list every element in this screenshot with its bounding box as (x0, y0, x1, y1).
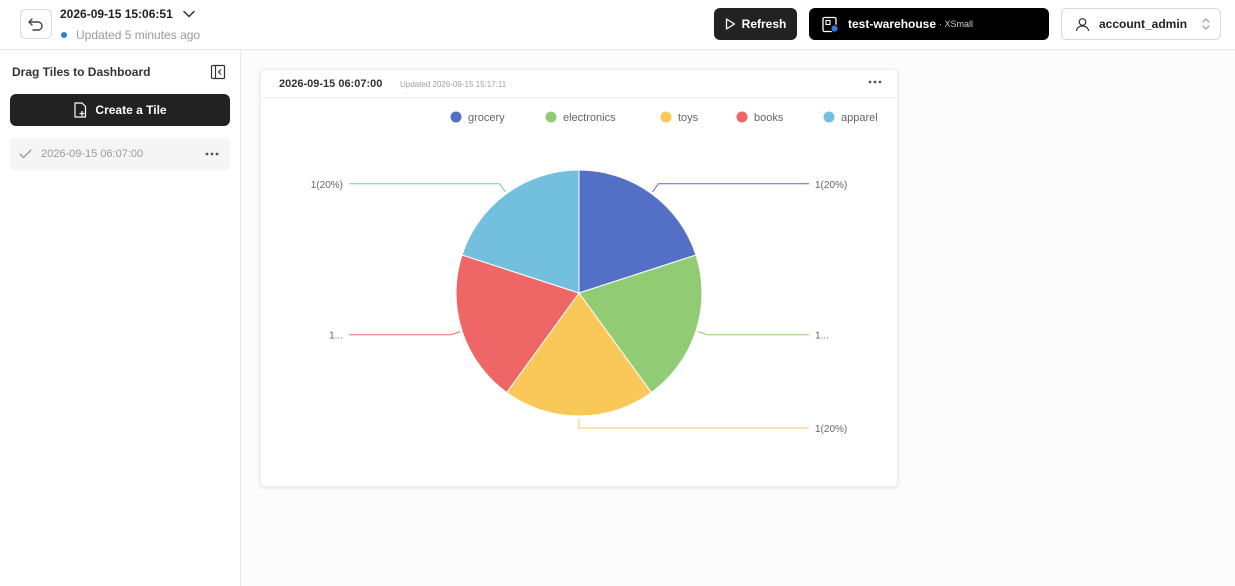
play-icon (725, 18, 735, 30)
legend-swatch (736, 111, 748, 123)
top-bar: 2026-09-15 15:06:51 Updated 5 minutes ag… (0, 0, 1235, 50)
file-plus-icon (74, 102, 87, 118)
warehouse-selector[interactable]: test-warehouse · XSmall (809, 8, 1049, 40)
warehouse-size: · XSmall (939, 19, 974, 29)
warehouse-name: test-warehouse (848, 17, 937, 31)
legend-item-books[interactable]: books (736, 111, 784, 125)
pie-slice-electronics[interactable] (578, 254, 703, 394)
legend-label: toys (678, 112, 699, 124)
create-tile-label: Create a Tile (95, 103, 167, 117)
refresh-label: Refresh (741, 17, 787, 31)
pie-slice-toys[interactable] (506, 292, 652, 417)
sidebar-collapse-icon[interactable] (210, 64, 226, 80)
sidebar-tile-item[interactable]: 2026-09-15 06:07:00 (10, 138, 230, 170)
pie-leader-line (697, 331, 809, 336)
legend-swatch (450, 111, 462, 123)
role-name: account_admin (1099, 17, 1188, 31)
chevron-updown-icon (1202, 18, 1210, 30)
pie-data-label: 1... (815, 331, 829, 342)
tile-updated: Updated 2026-09-15 15:17:11 (400, 80, 507, 89)
legend-item-apparel[interactable]: apparel (823, 111, 878, 125)
pie-data-label: 1(20%) (815, 180, 847, 191)
pie-chart: grocery electronics toys books apparel 1(20%)… (311, 111, 878, 435)
chart-tile[interactable]: 2026-09-15 06:07:00 Updated 2026-09-15 1… (260, 69, 898, 487)
worksheet-title[interactable]: 2026-09-15 15:06:51 (60, 7, 173, 21)
pie-leader-line (349, 331, 461, 336)
pie-slice-books[interactable] (455, 254, 580, 394)
legend-item-grocery[interactable]: grocery (450, 111, 506, 125)
refresh-button[interactable]: Refresh (714, 8, 797, 40)
status-dot (61, 32, 67, 38)
pie-data-label: 1... (329, 331, 343, 342)
chevron-down-icon[interactable] (183, 10, 195, 18)
legend-label: books (754, 112, 784, 124)
pie-leader-line (578, 418, 809, 429)
back-button[interactable] (20, 9, 52, 39)
warehouse-icon (822, 16, 839, 33)
create-tile-button[interactable]: Create a Tile (10, 94, 230, 126)
legend-swatch (660, 111, 672, 123)
role-selector[interactable]: account_admin (1061, 8, 1221, 40)
legend-swatch (823, 111, 835, 123)
pie-slice-grocery[interactable] (578, 169, 697, 294)
legend-item-electronics[interactable]: electronics (545, 111, 617, 125)
legend-label: grocery (468, 112, 505, 124)
legend-label: apparel (841, 112, 878, 124)
pie-data-label: 1(20%) (311, 180, 343, 191)
worksheet-title-block: 2026-09-15 15:06:51 Updated 5 minutes ag… (60, 6, 200, 42)
tile-title: 2026-09-15 06:07:00 (279, 78, 383, 90)
update-status: Updated 5 minutes ago (76, 28, 201, 42)
undo-icon (28, 18, 43, 31)
sidebar-tile-label: 2026-09-15 06:07:00 (41, 148, 144, 160)
more-icon[interactable] (205, 152, 219, 156)
legend-swatch (545, 111, 557, 123)
pie-slice-apparel[interactable] (461, 169, 580, 294)
legend-item-toys[interactable]: toys (660, 111, 699, 125)
dashboard-canvas: 2026-09-15 06:07:00 Updated 2026-09-15 1… (241, 50, 1235, 586)
tile-header: 2026-09-15 06:07:00 Updated 2026-09-15 1… (261, 70, 897, 98)
check-icon (19, 149, 32, 159)
pie-data-label: 1(20%) (815, 424, 847, 435)
pie-leader-line (349, 183, 506, 193)
legend-label: electronics (563, 112, 616, 124)
tiles-sidebar: Drag Tiles to Dashboard Create a Tile 20… (0, 50, 241, 586)
pie-leader-line (652, 183, 809, 193)
more-icon[interactable] (868, 80, 882, 84)
user-icon (1075, 17, 1090, 31)
sidebar-title: Drag Tiles to Dashboard (12, 65, 151, 79)
